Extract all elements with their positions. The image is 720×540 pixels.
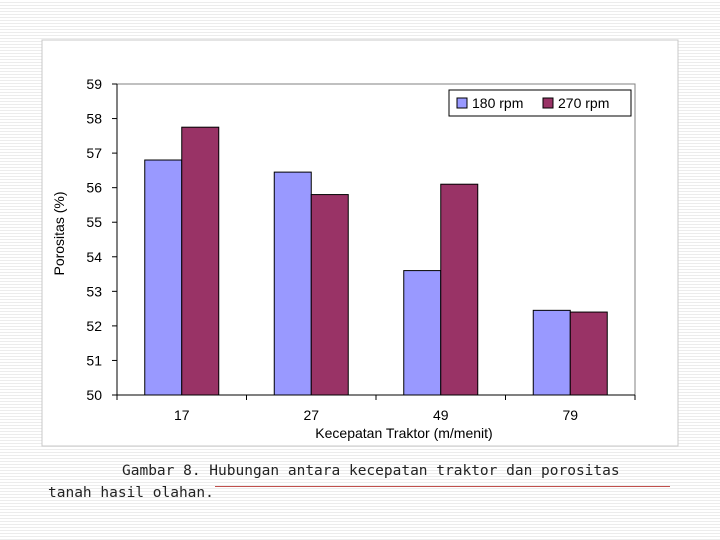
y-tick-label: 56 [86, 180, 102, 196]
bar-series1-17 [144, 159, 183, 396]
legend-label-1: 180 rpm [472, 95, 523, 111]
y-tick-label: 50 [86, 387, 102, 403]
x-tick-label: 79 [562, 407, 578, 423]
bar-series1-79 [532, 309, 571, 396]
y-tick-label: 53 [86, 283, 102, 299]
caption-line-2: tanah hasil olahan. [48, 485, 214, 501]
bar-series2-27 [310, 194, 349, 396]
bar-series1-49 [403, 270, 442, 396]
y-tick-label: 57 [86, 145, 102, 161]
caption-line-1: Gambar 8. Hubungan antara kecepatan trak… [122, 463, 620, 479]
bar-series2-17 [181, 126, 220, 396]
y-tick-label: 51 [86, 352, 102, 368]
x-tick-label: 17 [174, 407, 190, 423]
legend-box [448, 89, 632, 117]
y-tick-label: 58 [86, 111, 102, 127]
y-axis-title: Porositas (%) [51, 191, 67, 275]
y-tick-label: 59 [86, 76, 102, 92]
x-axis-title: Kecepatan Traktor (m/menit) [315, 425, 492, 441]
caption-divider [215, 486, 670, 487]
bar-series1-27 [273, 171, 312, 396]
y-tick-label: 55 [86, 214, 102, 230]
legend-swatch-2 [542, 97, 554, 109]
x-tick-label: 27 [303, 407, 319, 423]
y-tick-label: 54 [86, 249, 102, 265]
legend-swatch-1 [456, 97, 468, 109]
y-tick-label: 52 [86, 318, 102, 334]
bar-series2-79 [569, 311, 608, 396]
figure-caption: Gambar 8. Hubungan antara kecepatan trak… [48, 460, 668, 504]
legend-label-2: 270 rpm [558, 95, 609, 111]
bar-series2-49 [440, 183, 479, 396]
x-tick-label: 49 [433, 407, 449, 423]
